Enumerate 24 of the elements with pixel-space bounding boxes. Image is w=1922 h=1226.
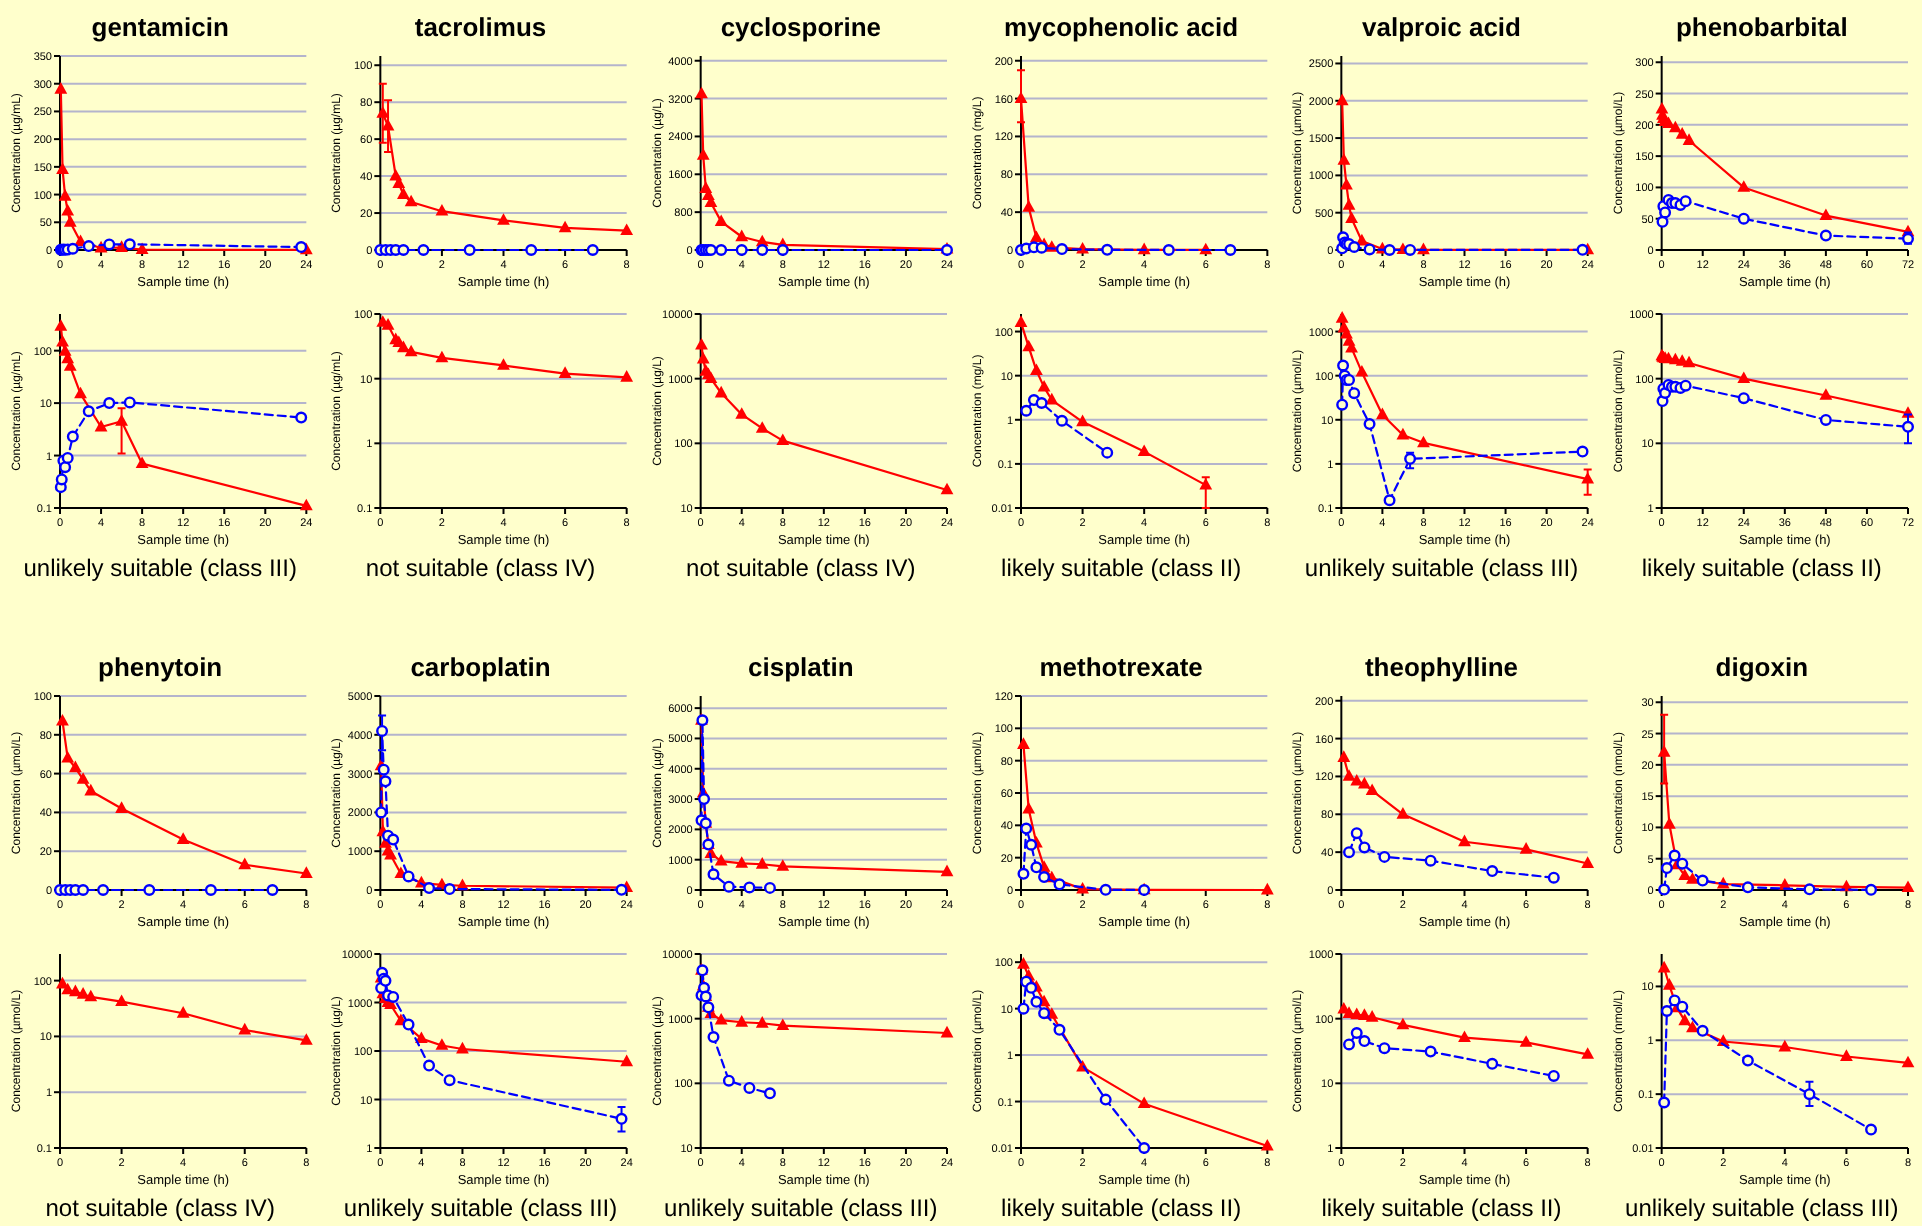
chart-title: mycophenolic acid [1004,12,1239,42]
text: unlikely suitable (class III) [1304,554,1579,582]
chart-title: valproic acid [1362,12,1522,42]
text: unlikely suitable (class III) [664,1194,938,1222]
text: likely suitable (class II) [1001,1194,1242,1222]
chart-title: cyclosporine [720,12,882,42]
text: likely suitable (class II) [1321,1194,1562,1222]
chart-title: phenobarbital [1675,12,1848,42]
text: likely suitable (class II) [1641,554,1882,582]
chart-title: gentamicin [91,12,229,42]
text: not suitable (class IV) [686,554,916,582]
text: unlikely suitable (class III) [23,554,297,582]
text: not suitable (class IV) [45,1194,275,1222]
chart-title: methotrexate [1039,652,1203,682]
chart-title: phenytoin [98,652,223,682]
text: likely suitable (class II) [1001,554,1242,582]
text: unlikely suitable (class III) [1625,1194,1899,1222]
text: unlikely suitable (class III) [343,1194,618,1222]
chart-title: digoxin [1715,652,1809,682]
chart-title: carboplatin [410,652,551,682]
chart-title: theophylline [1364,652,1519,682]
chart-title: cisplatin [748,652,854,682]
text: not suitable (class IV) [365,554,596,582]
chart-title: tacrolimus [414,12,547,42]
